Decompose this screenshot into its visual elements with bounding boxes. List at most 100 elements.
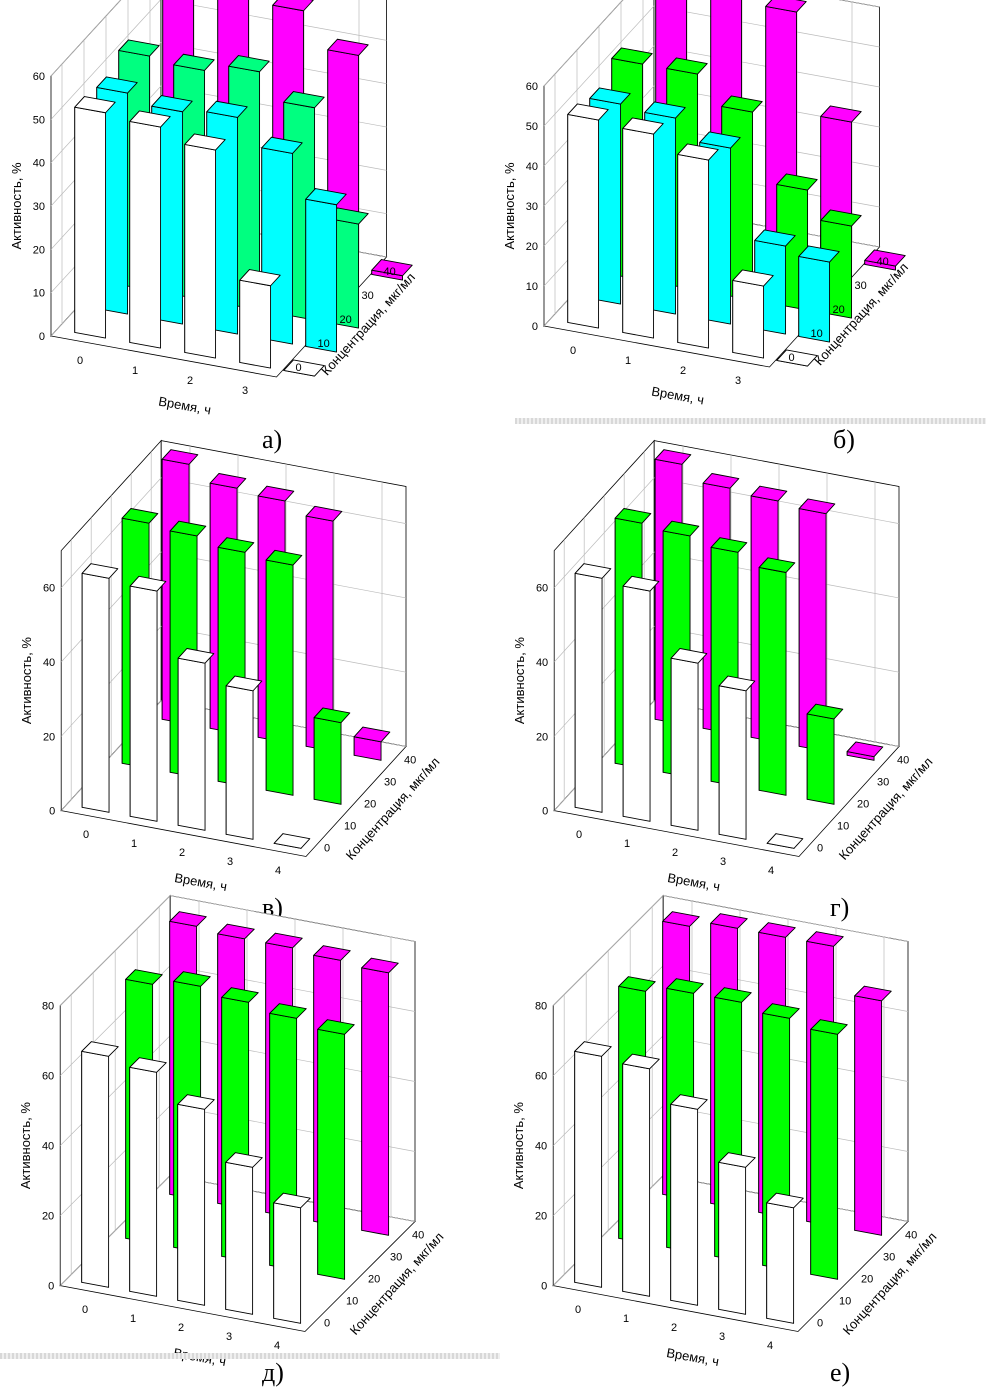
z-tick-label: 20 (857, 799, 869, 811)
bar-face (806, 703, 844, 720)
bar-face (810, 1028, 839, 1280)
z-tick-label: 0 (324, 1318, 330, 1330)
bar-face (677, 143, 719, 161)
x-tick-label: 2 (671, 1322, 677, 1334)
bar-0-1 (622, 575, 660, 822)
bar-face (173, 53, 215, 71)
bar-face (798, 245, 840, 263)
bar-20-4 (317, 1019, 355, 1280)
bar-face (776, 173, 818, 191)
bar-40-4 (846, 741, 884, 761)
bar-face (622, 1063, 651, 1297)
bar-0-0 (81, 563, 119, 813)
y-tick-label: 0 (532, 321, 538, 333)
bar-0-0 (74, 96, 116, 339)
bar-0-2 (184, 133, 226, 359)
grid-line (543, 0, 880, 87)
bar-face (177, 1103, 206, 1306)
bar-face (614, 508, 652, 524)
bar-face (225, 675, 263, 692)
x-axis-title: Время, ч (650, 384, 705, 408)
y-tick-label: 0 (48, 1281, 54, 1293)
grid-line (552, 895, 909, 1006)
bar-face (305, 188, 347, 206)
bar-face (129, 1057, 167, 1073)
y-tick-label: 20 (526, 241, 538, 253)
bar-20-4 (313, 707, 351, 805)
bar-0-3 (225, 1152, 263, 1315)
y-tick-label: 50 (33, 114, 45, 126)
chart-bars (574, 911, 892, 1324)
x-tick-label: 3 (242, 385, 248, 397)
bar-0-3 (239, 269, 281, 369)
chart-bars (81, 911, 399, 1324)
y-tick-label: 0 (49, 806, 55, 818)
x-tick-label: 0 (576, 829, 582, 841)
x-tick-label: 1 (624, 838, 630, 850)
bar-0-1 (622, 117, 664, 339)
bar-face (806, 931, 844, 947)
chart-panel-v: 0 20 40 60 0 1 2 3 4 0 10 20 30 40 Активность, % Время,… (0, 439, 493, 900)
chart-bars (574, 449, 884, 849)
x-tick-label: 1 (623, 1313, 629, 1325)
bar-face (217, 537, 255, 553)
chart-panel-e: 0 20 40 60 80 0 1 2 3 4 0 10 20 30 40 Активность, % Врем… (493, 894, 986, 1369)
x-tick-label: 2 (178, 1322, 184, 1334)
bar-0-4 (776, 349, 818, 367)
bar-face (618, 976, 656, 992)
bar-face (261, 136, 303, 154)
bar-face (710, 913, 748, 929)
bar-20-4 (810, 1019, 848, 1280)
z-tick-label: 10 (811, 328, 823, 340)
z-tick-label: 40 (877, 256, 889, 268)
bar-face (766, 833, 804, 849)
bar-face (361, 957, 399, 974)
bar-face (184, 144, 217, 359)
bar-face (670, 648, 708, 664)
bar-face (257, 485, 295, 502)
y-tick-label: 20 (536, 731, 548, 743)
bar-0-2 (177, 648, 215, 831)
bar-face (317, 1019, 355, 1035)
bar-face (206, 100, 248, 118)
y-tick-label: 0 (39, 331, 45, 343)
x-tick-label: 3 (227, 856, 233, 868)
z-tick-label: 0 (296, 362, 302, 374)
y-axis-title: Активность, % (19, 637, 34, 724)
z-tick-label: 0 (324, 843, 330, 855)
z-tick-label: 10 (346, 1296, 358, 1308)
z-tick-label: 0 (817, 1318, 823, 1330)
bar-face (225, 1161, 254, 1315)
y-tick-label: 80 (535, 1001, 547, 1013)
bar-0-1 (129, 1057, 167, 1297)
bar-0-0 (81, 1041, 119, 1288)
bar-face (622, 117, 664, 135)
bar-face (699, 131, 741, 149)
y-tick-label: 30 (526, 201, 538, 213)
bar-face (758, 557, 796, 573)
y-tick-label: 80 (42, 1001, 54, 1013)
bar-face (710, 537, 748, 553)
bar-face (662, 911, 700, 927)
y-tick-label: 40 (536, 657, 548, 669)
y-tick-label: 10 (526, 281, 538, 293)
bar-face (177, 648, 215, 664)
bar-face (820, 105, 862, 123)
bar-face (846, 741, 884, 758)
y-tick-label: 20 (42, 1211, 54, 1223)
bar-10-4 (798, 245, 840, 343)
bar-0-0 (574, 1041, 612, 1288)
bar-face (317, 1028, 346, 1280)
bar-40-4 (371, 259, 413, 281)
bar-face (81, 1050, 110, 1288)
bar-face (574, 572, 603, 813)
x-axis-title: Время, ч (173, 870, 228, 894)
x-axis-title: Время, ч (157, 394, 212, 418)
bar-face (327, 38, 369, 56)
bar-face (666, 978, 704, 994)
bar-face (574, 1050, 603, 1288)
bar-face (313, 707, 351, 724)
x-tick-label: 1 (131, 838, 137, 850)
bar-face (567, 103, 609, 121)
